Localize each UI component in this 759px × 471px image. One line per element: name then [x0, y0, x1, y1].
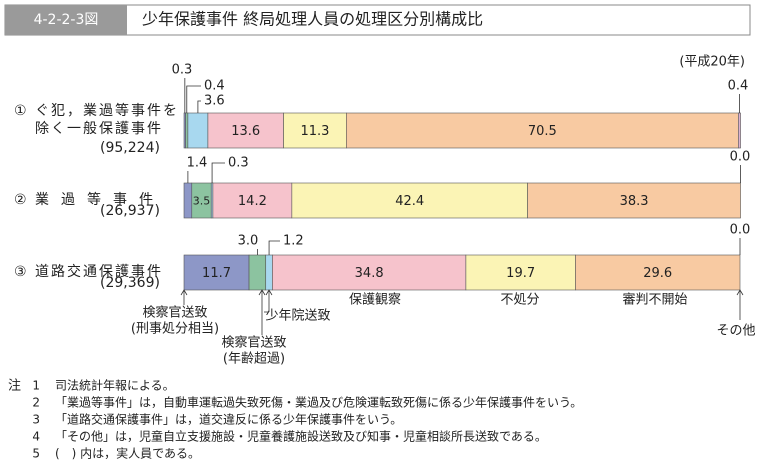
legend-label: 保護観察 [349, 292, 401, 308]
callout-line [268, 240, 280, 255]
value-label: 1.4 [187, 156, 208, 171]
row-number: ③ [14, 264, 27, 280]
bar-segment [291, 182, 528, 219]
legend-label: 検察官送致 [142, 305, 207, 321]
legend-arrowhead [265, 289, 273, 296]
callout-line [197, 100, 201, 113]
value-label: 34.8 [355, 266, 384, 281]
bar-segment [248, 254, 267, 291]
note-number: 2 [32, 396, 40, 410]
note-number: 5 [32, 447, 40, 461]
bar-segment [185, 112, 189, 149]
legend-label: 審判不開始 [622, 293, 687, 308]
note-text: 「道路交通保護事件」は，道交違反に係る少年保護事件をいう。 [55, 412, 402, 427]
category-total: (26,937) [100, 203, 160, 219]
notes-heading: 注 [8, 379, 21, 394]
note-text: 「その他」は，児童自立支援施設・児童養護施設送致及び知事・児童相談所長送致である… [55, 429, 547, 444]
note-text: 司法統計年報による。 [55, 378, 175, 393]
row-number: ① [14, 103, 27, 119]
value-label: 11.7 [202, 266, 231, 281]
chart-title: 少年保護事件 終局処理人員の処理区分別構成比 [142, 10, 483, 29]
header-frame [4, 4, 751, 36]
value-label: 0.3 [172, 63, 193, 78]
legend-label: 検察官送致 [221, 335, 286, 351]
value-label: 14.2 [238, 194, 267, 209]
category-total: (29,369) [100, 275, 160, 291]
value-label: 0.0 [730, 223, 751, 238]
legend-qualifier: (刑事処分相当) [131, 322, 219, 337]
value-label: 1.2 [283, 234, 304, 249]
bar-segment [346, 112, 739, 149]
legend-label: 少年院送致 [265, 309, 330, 324]
value-label: 0.4 [204, 79, 225, 94]
legend-label: 不処分 [500, 293, 539, 308]
category-total: (95,224) [100, 140, 160, 156]
bar-segment [575, 254, 741, 291]
value-label: 11.3 [300, 124, 329, 139]
category-label: 業過等事件 [35, 192, 165, 208]
figure-number-box [5, 5, 127, 35]
note-text: 「業過等事件」は，自動車運転過失致死傷・業過及び危険運転致死傷に係る少年保護事件… [55, 395, 582, 410]
note-number: 1 [32, 379, 40, 393]
note-text: ( ) 内は，実人員である。 [55, 446, 200, 461]
value-label: 0.0 [730, 150, 751, 165]
bar-segment [527, 182, 741, 219]
value-label: 19.7 [506, 266, 535, 281]
value-label: 42.4 [395, 194, 424, 209]
category-label-box: 業過等事件 [35, 192, 165, 208]
bar-segment [207, 112, 284, 149]
value-label: 3.0 [238, 234, 259, 249]
bar-segment [283, 112, 347, 149]
figure-number: 4-2-2-3図 [34, 12, 99, 28]
bar-segment [738, 112, 741, 149]
bar-segment [265, 254, 273, 291]
category-label-box: ぐ犯，業過等事件を除く一般保護事件 [35, 103, 179, 137]
value-label: 3.6 [204, 94, 225, 109]
bar-segment [272, 254, 467, 291]
value-label: 3.5 [193, 195, 211, 208]
legend-arrowhead [258, 289, 266, 296]
legend-arrowhead [736, 289, 744, 296]
legend-label: その他 [716, 324, 755, 339]
row-number: ② [14, 192, 27, 208]
note-number: 4 [32, 430, 40, 444]
category-label-box: 道路交通保護事件 [35, 264, 163, 280]
value-label: 0.3 [228, 156, 249, 171]
callout-line [186, 85, 201, 113]
value-label: 38.3 [620, 194, 649, 209]
value-label: 0.4 [728, 79, 749, 94]
value-label: 13.6 [231, 124, 260, 139]
callout-line [211, 162, 225, 183]
bar-segment [183, 182, 193, 219]
category-label: 道路交通保護事件 [35, 264, 163, 280]
subtitle: (平成20年) [679, 55, 745, 70]
note-number: 3 [32, 413, 40, 427]
value-label: 29.6 [643, 266, 672, 281]
legend-qualifier: (年齢超過) [223, 352, 285, 367]
legend-arrowhead [180, 289, 188, 296]
category-label: ぐ犯，業過等事件を除く一般保護事件 [35, 103, 179, 137]
value-label: 70.5 [528, 124, 557, 139]
bar-segment [187, 112, 209, 149]
